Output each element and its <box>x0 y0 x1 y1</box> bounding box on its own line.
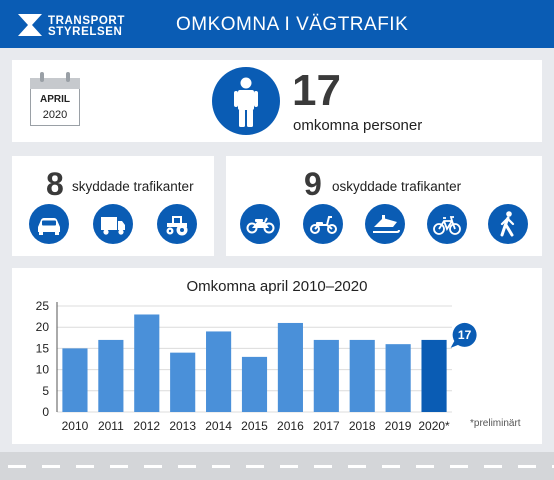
chart-card: Omkomna april 2010–2020 0 5 10 15 20 25 2010 20… <box>12 268 542 444</box>
unprotected-label: oskyddade trafikanter <box>332 179 462 194</box>
x-tick-label: 2018 <box>349 419 376 433</box>
road-dash <box>280 465 298 468</box>
road-dash <box>382 465 400 468</box>
road-dash <box>450 465 468 468</box>
bar <box>241 356 268 412</box>
y-tick-label: 5 <box>42 384 49 398</box>
logo-line-2: STYRELSEN <box>48 26 123 38</box>
x-tick-label: 2012 <box>133 419 160 433</box>
logo-line-1: TRANSPORT <box>48 15 125 27</box>
bar <box>62 348 88 412</box>
road-dash <box>348 465 366 468</box>
protected-label: skyddade trafikanter <box>72 179 194 194</box>
motorcycle-icon <box>240 204 280 244</box>
unprotected-count: 9 <box>304 166 322 202</box>
bar <box>170 352 196 412</box>
person-icon <box>212 67 280 135</box>
car-icon <box>29 204 69 244</box>
bar <box>98 339 124 412</box>
road-dash <box>314 465 332 468</box>
road-dash <box>246 465 264 468</box>
total-deaths-label: omkomna personer <box>293 117 423 134</box>
bar <box>277 322 303 412</box>
calendar-icon: APRIL 2020 <box>30 72 80 126</box>
x-tick-label: 2020* <box>418 419 450 433</box>
road-dash <box>518 465 536 468</box>
x-tick-label: 2017 <box>313 419 340 433</box>
y-tick-label: 0 <box>42 405 49 419</box>
bar-chart: 0 5 10 15 20 25 2010 2011 2012 2013 2014 2015 2016 20… <box>36 299 477 433</box>
moped-icon <box>303 204 343 244</box>
x-tick-label: 2016 <box>277 419 304 433</box>
bar <box>349 339 375 412</box>
bar <box>313 339 339 412</box>
road-dash <box>212 465 230 468</box>
bar <box>206 331 232 412</box>
header: TRANSPORT STYRELSEN OMKOMNA I VÄGTRAFIK <box>0 0 554 48</box>
bar <box>385 344 411 412</box>
road-decoration <box>0 452 554 480</box>
y-tick-label: 15 <box>36 341 50 355</box>
bar <box>134 314 160 412</box>
y-tick-label: 20 <box>36 320 50 334</box>
x-tick-label: 2011 <box>98 419 124 433</box>
calendar-year: 2020 <box>42 109 68 121</box>
highlight-value-label: 17 <box>458 328 472 342</box>
chart-title: Omkomna april 2010–2020 <box>186 278 368 295</box>
x-tick-label: 2019 <box>385 419 412 433</box>
y-tick-label: 25 <box>36 299 50 313</box>
road-dash <box>76 465 94 468</box>
protected-count: 8 <box>46 166 64 202</box>
road-dash <box>8 465 26 468</box>
road-dash <box>416 465 434 468</box>
road-dash <box>178 465 196 468</box>
protected-card: 8 skyddade trafikanter <box>12 156 214 256</box>
total-deaths: 17 <box>292 66 341 115</box>
tractor-icon <box>157 204 197 244</box>
truck-icon <box>93 204 133 244</box>
road-dash <box>552 465 554 468</box>
y-tick-label: 10 <box>36 363 50 377</box>
x-tick-label: 2010 <box>62 419 89 433</box>
highlight-bubble <box>452 322 477 347</box>
x-tick-label: 2015 <box>241 419 268 433</box>
unprotected-card: 9 oskyddade trafikanter <box>226 156 542 256</box>
page-title: OMKOMNA I VÄGTRAFIK <box>176 14 409 35</box>
pedestrian-icon <box>488 204 528 244</box>
bar <box>421 339 447 412</box>
transportstyrelsen-logo: TRANSPORT STYRELSEN <box>18 8 148 42</box>
road-dash <box>110 465 128 468</box>
road-dash <box>484 465 502 468</box>
x-tick-label: 2014 <box>205 419 232 433</box>
logo-arrow-icon <box>18 14 42 36</box>
road-dash <box>42 465 60 468</box>
bicycle-icon <box>427 204 467 244</box>
summary-card: APRIL 2020 17 omkomna personer <box>12 60 542 142</box>
chart-footnote: *preliminärt <box>470 418 521 429</box>
x-tick-label: 2013 <box>169 419 196 433</box>
snowmobile-icon <box>365 204 405 244</box>
calendar-month: APRIL <box>40 94 70 105</box>
road-dash <box>144 465 162 468</box>
